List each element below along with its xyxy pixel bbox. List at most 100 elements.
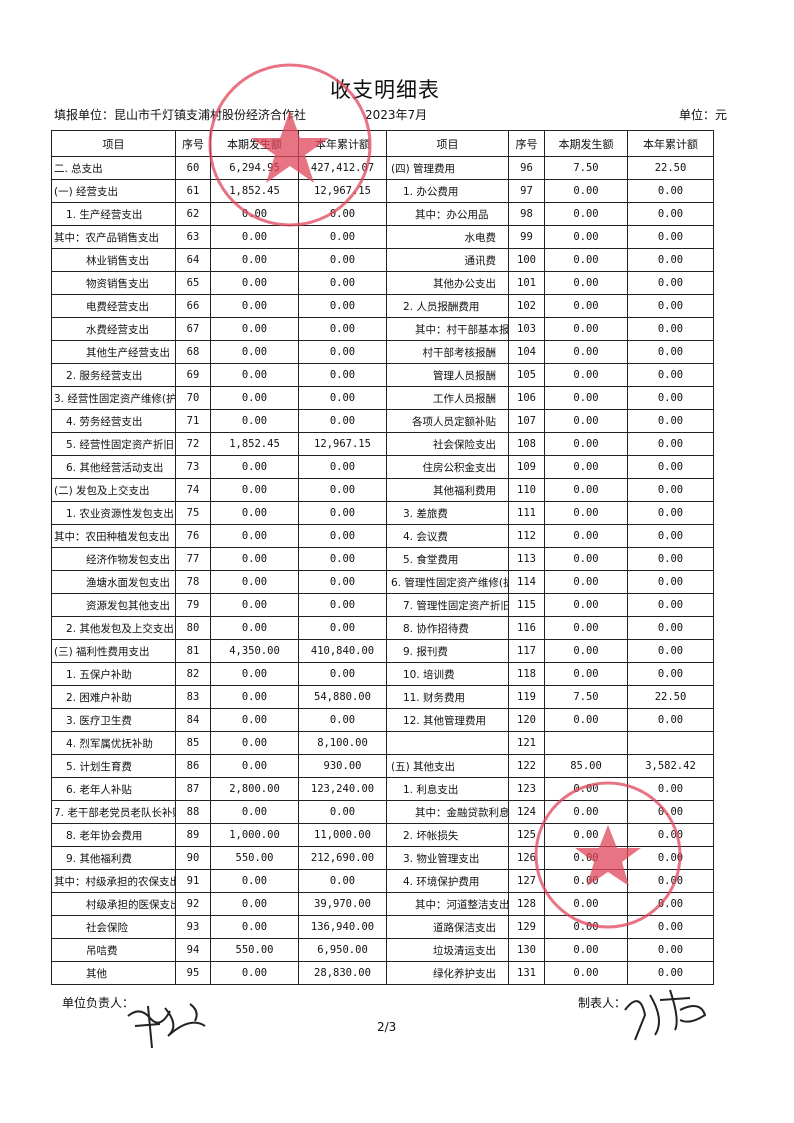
right-serial-number: 131: [508, 961, 545, 985]
right-item-name: 管理人员报酬: [386, 363, 509, 387]
right-current-amount: 0.00: [544, 639, 628, 663]
left-item-name: (一) 经营支出: [51, 179, 176, 203]
left-item-name: 7. 老干部老党员老队长补贴: [51, 800, 176, 824]
right-serial-number: 97: [508, 179, 545, 203]
column-header: 本期发生额: [210, 130, 299, 157]
table-row: 6. 老年人补贴 87 2,800.00 123,240.00 1. 利息支出 123 0.…: [51, 777, 714, 801]
right-current-amount: [544, 731, 628, 755]
unit-head-label: 单位负责人：: [62, 996, 135, 1010]
right-serial-number: 96: [508, 156, 545, 180]
table-row: 社会保险 93 0.00 136,940.00 道路保洁支出 129 0.00 0.00: [51, 915, 714, 939]
left-ytd-amount: 0.00: [298, 547, 387, 571]
table-row: 8. 老年协会费用 89 1,000.00 11,000.00 2. 坏帐损失 125 0.…: [51, 823, 714, 847]
table-row: 其中：村级承担的农保支出 91 0.00 0.00 4. 环境保护费用 127 0.00 0.…: [51, 869, 714, 893]
table-row: 4. 劳务经营支出 71 0.00 0.00 各项人员定额补贴 107 0.00 0.00: [51, 409, 714, 433]
column-header: 本年累计额: [298, 130, 387, 157]
table-row: 5. 计划生育费 86 0.00 930.00 (五) 其他支出 122 85.00 3,58…: [51, 754, 714, 778]
right-ytd-amount: 0.00: [627, 386, 714, 410]
table-row: 1. 生产经营支出 62 0.00 0.00 其中：办公用品 98 0.00 0.00: [51, 202, 714, 226]
left-item-name: 1. 生产经营支出: [51, 202, 176, 226]
left-serial-number: 78: [175, 570, 211, 594]
left-current-amount: 4,350.00: [210, 639, 299, 663]
right-serial-number: 120: [508, 708, 545, 732]
right-current-amount: 0.00: [544, 708, 628, 732]
table-row: 林业销售支出 64 0.00 0.00 通讯费 100 0.00 0.00: [51, 248, 714, 272]
right-ytd-amount: 0.00: [627, 271, 714, 295]
right-current-amount: 7.50: [544, 156, 628, 180]
right-item-name: 1. 办公费用: [386, 179, 509, 203]
table-row: 经济作物发包支出 77 0.00 0.00 5. 食堂费用 113 0.00 0.00: [51, 547, 714, 571]
right-item-name: [386, 731, 509, 755]
left-current-amount: 0.00: [210, 915, 299, 939]
page-number: 2/3: [377, 1020, 397, 1034]
left-serial-number: 73: [175, 455, 211, 479]
right-serial-number: 109: [508, 455, 545, 479]
column-header: 项目: [386, 130, 509, 157]
right-serial-number: 128: [508, 892, 545, 916]
column-header: 项目: [51, 130, 176, 157]
right-ytd-amount: 0.00: [627, 708, 714, 732]
left-item-name: 5. 经营性固定资产折旧: [51, 432, 176, 456]
left-current-amount: 0.00: [210, 800, 299, 824]
left-serial-number: 75: [175, 501, 211, 525]
right-item-name: 4. 会议费: [386, 524, 509, 548]
right-ytd-amount: 0.00: [627, 524, 714, 548]
left-current-amount: 0.00: [210, 547, 299, 571]
left-item-name: 其中：农田种植发包支出: [51, 524, 176, 548]
expenditure-table: 项目 序号 本期发生额 本年累计额 项目 序号 本期发生额 本年累计额 二. 总支出 60 6,2…: [51, 130, 714, 985]
right-current-amount: 0.00: [544, 340, 628, 364]
right-item-name: 3. 物业管理支出: [386, 846, 509, 870]
left-serial-number: 70: [175, 386, 211, 410]
left-ytd-amount: 0.00: [298, 271, 387, 295]
left-ytd-amount: 12,967.15: [298, 432, 387, 456]
right-current-amount: 0.00: [544, 961, 628, 985]
right-item-name: 工作人员报酬: [386, 386, 509, 410]
right-current-amount: 0.00: [544, 547, 628, 571]
right-ytd-amount: 0.00: [627, 869, 714, 893]
left-ytd-amount: 0.00: [298, 478, 387, 502]
left-current-amount: 6,294.95: [210, 156, 299, 180]
left-serial-number: 88: [175, 800, 211, 824]
right-serial-number: 127: [508, 869, 545, 893]
right-current-amount: 0.00: [544, 662, 628, 686]
left-serial-number: 81: [175, 639, 211, 663]
left-current-amount: 0.00: [210, 386, 299, 410]
right-current-amount: 0.00: [544, 432, 628, 456]
right-item-name: 其他办公支出: [386, 271, 509, 295]
left-current-amount: 0.00: [210, 731, 299, 755]
right-item-name: 住房公积金支出: [386, 455, 509, 479]
table-row: 3. 医疗卫生费 84 0.00 0.00 12. 其他管理费用 120 0.00 0.00: [51, 708, 714, 732]
left-current-amount: 0.00: [210, 892, 299, 916]
right-item-name: 11. 财务费用: [386, 685, 509, 709]
left-item-name: 社会保险: [51, 915, 176, 939]
right-ytd-amount: 3,582.42: [627, 754, 714, 778]
right-item-name: 9. 报刊费: [386, 639, 509, 663]
right-ytd-amount: 0.00: [627, 432, 714, 456]
left-ytd-amount: 0.00: [298, 294, 387, 318]
left-serial-number: 93: [175, 915, 211, 939]
left-serial-number: 84: [175, 708, 211, 732]
left-item-name: (二) 发包及上交支出: [51, 478, 176, 502]
left-item-name: 1. 五保户补助: [51, 662, 176, 686]
right-item-name: (四) 管理费用: [386, 156, 509, 180]
left-ytd-amount: 0.00: [298, 570, 387, 594]
right-current-amount: 0.00: [544, 915, 628, 939]
left-item-name: 9. 其他福利费: [51, 846, 176, 870]
left-serial-number: 66: [175, 294, 211, 318]
right-current-amount: 0.00: [544, 800, 628, 824]
left-current-amount: 0.00: [210, 455, 299, 479]
right-current-amount: 0.00: [544, 294, 628, 318]
right-ytd-amount: 0.00: [627, 616, 714, 640]
left-ytd-amount: 123,240.00: [298, 777, 387, 801]
right-item-name: 2. 人员报酬费用: [386, 294, 509, 318]
left-serial-number: 63: [175, 225, 211, 249]
unit-head-signature: [127, 1003, 206, 1049]
left-current-amount: 0.00: [210, 271, 299, 295]
right-serial-number: 106: [508, 386, 545, 410]
left-ytd-amount: 0.00: [298, 317, 387, 341]
right-serial-number: 100: [508, 248, 545, 272]
left-item-name: 1. 农业资源性发包支出: [51, 501, 176, 525]
right-ytd-amount: 0.00: [627, 409, 714, 433]
left-ytd-amount: 0.00: [298, 340, 387, 364]
